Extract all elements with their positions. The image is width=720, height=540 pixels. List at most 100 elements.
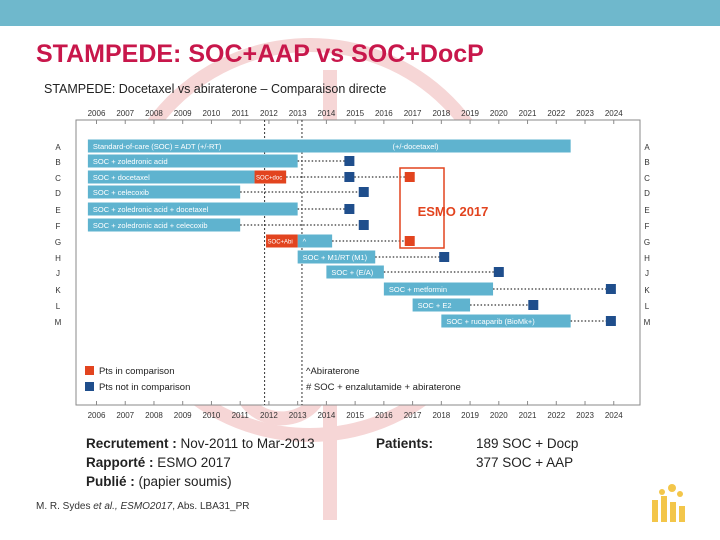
reference-authors: M. R. Sydes [36,501,94,512]
year-label-top: 2013 [289,109,307,118]
row-letter-right: B [644,158,649,167]
arm-label: SOC + rucaparib (BioMk+) [446,317,535,326]
result-marker [605,284,616,294]
year-label-bottom: 2024 [605,411,623,420]
row-letter-right: D [644,189,650,198]
result-marker [404,236,415,246]
comparison-label: SOC+Abi [268,240,293,246]
year-label-bottom: 2014 [317,411,335,420]
reported-label: Rapporté : [86,455,154,470]
arm-label: SOC + metformin [389,285,447,294]
row-letter-right: L [645,302,650,311]
result-marker [358,187,369,197]
comparison-highlight [266,234,298,248]
legend-label: Pts not in comparison [99,382,190,393]
year-label-bottom: 2017 [404,411,422,420]
year-label-bottom: 2019 [461,411,479,420]
row-letter-left: F [56,222,61,231]
row-letter-right: J [645,269,649,278]
row-letter-left: D [55,189,61,198]
year-label-top: 2015 [346,109,364,118]
year-label-top: 2016 [375,109,393,118]
esmo-label: ESMO 2017 [418,204,489,219]
chart-note: ^Abiraterone [306,366,360,377]
year-label-top: 2010 [203,109,221,118]
row-letter-left: B [55,158,60,167]
year-label-top: 2006 [88,109,106,118]
reported-value: ESMO 2017 [157,455,231,470]
arm-label: SOC + (E/A) [331,268,373,277]
year-label-top: 2011 [232,109,250,118]
row-letter-right: G [644,238,650,247]
year-label-bottom: 2022 [547,411,565,420]
arm-label: SOC + docetaxel [93,173,150,182]
page-subtitle: STAMPEDE: Docetaxel vs abiraterone – Com… [44,82,387,96]
row-letter-right: C [644,174,650,183]
reference-citation: M. R. Sydes et al., ESMO2017, Abs. LBA31… [36,501,249,512]
row-letter-right: F [645,222,650,231]
year-label-top: 2022 [547,109,565,118]
arm-label: SOC + E2 [418,301,452,310]
year-label-top: 2023 [576,109,594,118]
year-label-bottom: 2009 [174,411,192,420]
year-label-top: 2017 [404,109,422,118]
arm-label-extra: (+/-docetaxel) [392,142,439,151]
arm-label: SOC + celecoxib [93,188,149,197]
year-label-bottom: 2020 [490,411,508,420]
published-label: Publié : [86,474,135,489]
reported-row: Rapporté : ESMO 2017 [86,455,231,470]
result-marker [344,172,355,182]
result-marker [358,220,369,230]
year-label-top: 2019 [461,109,479,118]
arm-bar [87,202,298,216]
arm-bar [297,250,376,264]
year-label-bottom: 2023 [576,411,594,420]
year-label-bottom: 2015 [346,411,364,420]
year-label-top: 2012 [260,109,278,118]
year-label-top: 2009 [174,109,192,118]
arm-bar [87,139,571,153]
year-label-top: 2007 [116,109,134,118]
patients-label-text: Patients: [376,436,434,451]
year-label-top: 2014 [317,109,335,118]
row-letter-right: M [644,318,651,327]
reference-journal: et al., ESMO2017 [93,501,173,512]
arm-bar [87,218,241,232]
arm-bar [297,234,333,248]
arm-label: Standard-of-care (SOC) = ADT (+/-RT) [93,142,222,151]
year-label-top: 2024 [605,109,623,118]
comparison-label: SOC+doc [256,176,282,182]
recruit-row: Recrutement : Nov-2011 to Mar-2013 [86,436,315,451]
result-marker-comparison [404,172,415,182]
year-label-top: 2008 [145,109,163,118]
reference-abstract: , Abs. LBA31_PR [172,501,250,512]
legend-swatch [85,382,94,391]
chart-note: # SOC + enzalutamide + abiraterone [306,382,461,393]
arm-bar [326,265,384,279]
row-letter-right: H [644,254,650,263]
result-marker [528,300,539,310]
row-letter-right: K [644,286,650,295]
year-label-top: 2021 [519,109,537,118]
arm-label: SOC + zoledronic acid + celecoxib [93,221,208,230]
arm-label: SOC + zoledronic acid [93,157,168,166]
patients-aap: 377 SOC + AAP [476,455,574,470]
row-letter-left: K [55,286,61,295]
row-letter-left: G [55,238,61,247]
year-label-bottom: 2013 [289,411,307,420]
year-label-bottom: 2012 [260,411,278,420]
arm-label: ^ [303,237,307,246]
recruit-value: Nov-2011 to Mar-2013 [180,436,315,451]
row-letter-left: M [55,318,62,327]
row-letter-right: A [644,143,650,152]
arm-label: SOC + M1/RT (M1) [303,253,368,262]
year-label-bottom: 2010 [203,411,221,420]
row-letter-left: C [55,174,61,183]
arm-bar [87,185,241,199]
arm-bar [412,298,471,312]
row-letter-left: E [55,206,60,215]
comparison-highlight [254,170,287,184]
patients-docp: 189 SOC + Docp [476,436,579,451]
result-marker [439,252,450,262]
